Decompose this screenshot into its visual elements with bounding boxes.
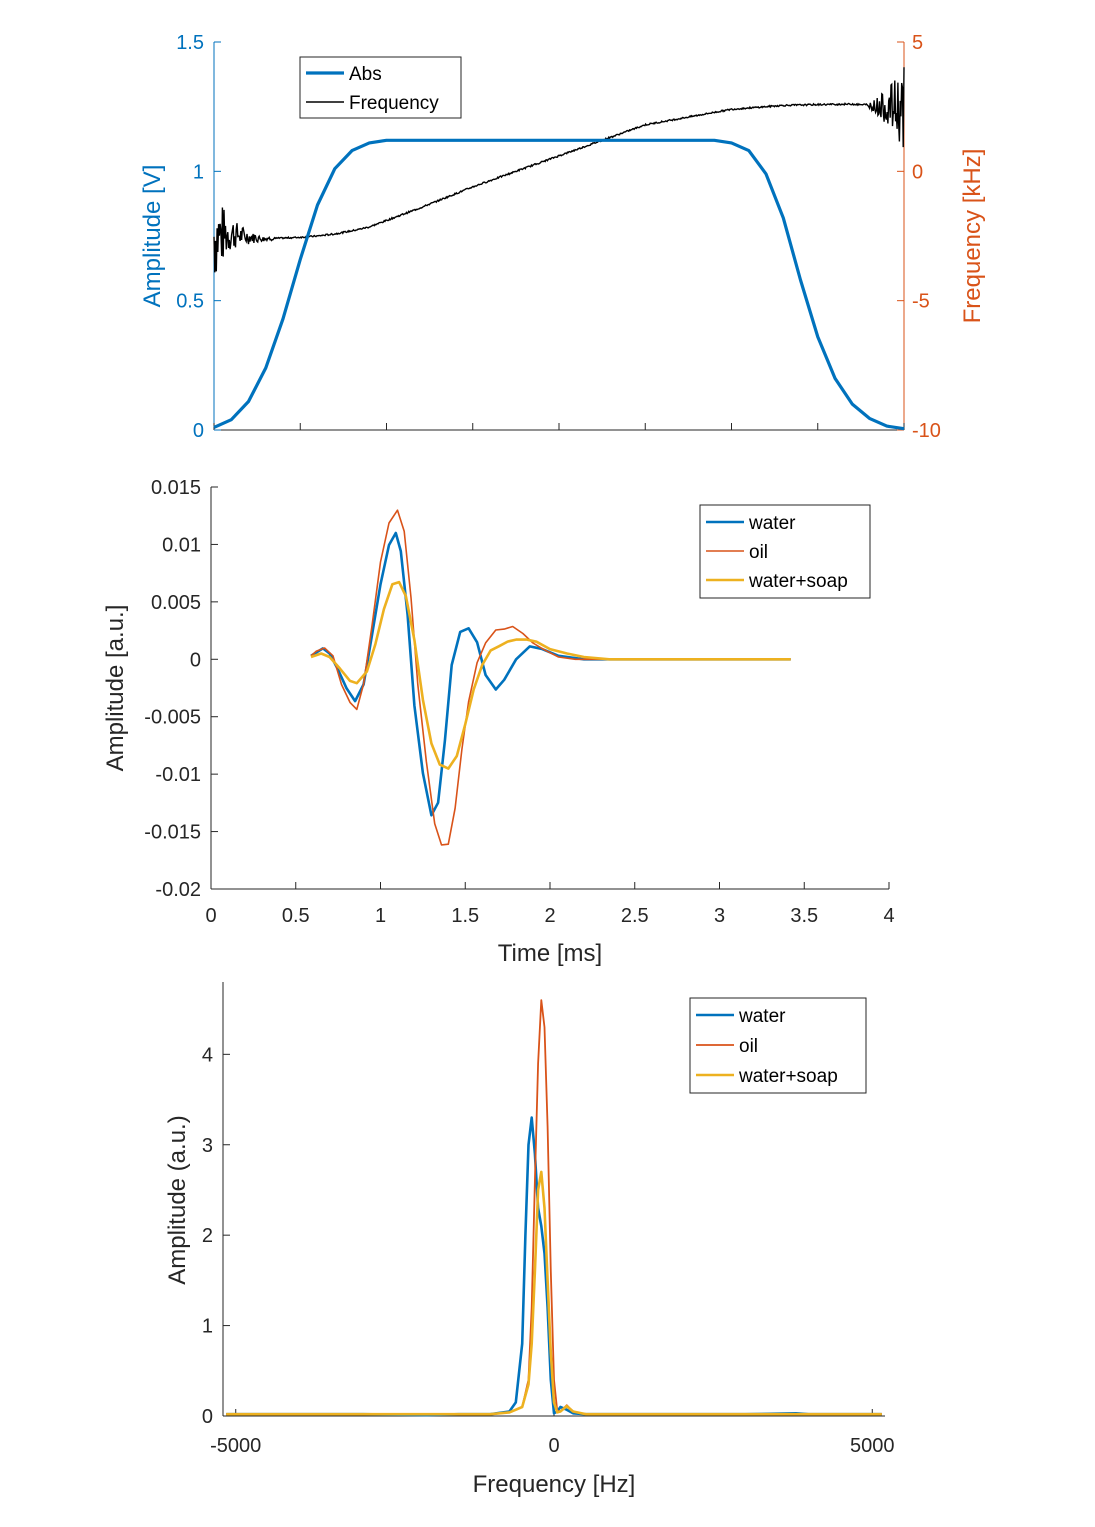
x-axis-label: Frequency [Hz] [473, 1471, 636, 1498]
y-axis-label: Amplitude [a.u.] [102, 605, 129, 772]
x-tick-label: 5000 [850, 1435, 895, 1457]
y-axis-label: Amplitude (a.u.) [164, 1115, 191, 1284]
left-y-tick-label: 0 [193, 420, 204, 442]
right-y-tick-label: -5 [912, 291, 930, 313]
y-tick-label: -0.015 [144, 822, 201, 844]
x-tick-label: 2.5 [621, 905, 649, 927]
legend-label-oil: oil [749, 542, 768, 563]
y-tick-label: -0.005 [144, 707, 201, 729]
right-y-tick-label: -10 [912, 420, 941, 442]
x-tick-label: 1.5 [451, 905, 479, 927]
legend-label-abs: Abs [349, 64, 382, 85]
legend-label-water: water [748, 513, 796, 534]
legend-label-water-soap: water+soap [748, 571, 848, 592]
legend-label-water-soap: water+soap [738, 1066, 838, 1087]
x-tick-label: -5000 [210, 1435, 261, 1457]
x-tick-label: 1 [375, 905, 386, 927]
x-tick-label: 2 [544, 905, 555, 927]
x-tick-label: 4 [883, 905, 894, 927]
y-tick-label: 0 [202, 1406, 213, 1428]
y-tick-label: -0.02 [155, 879, 201, 901]
chart-middle: 0 0.5 1 1.5 2 2.5 3 3.5 4 -0.02 -0.015 -0.01 -0.005 0… [102, 477, 895, 967]
series-line-water-soap [226, 1170, 882, 1416]
abs-series-line [213, 138, 905, 431]
y-tick-label: -0.01 [155, 764, 201, 786]
x-axis-label: Time [ms] [498, 940, 602, 967]
legend-label-oil: oil [739, 1036, 758, 1057]
left-y-axis-label: Amplitude [V] [139, 165, 166, 308]
x-tick-label: 0 [205, 905, 216, 927]
y-tick-label: 4 [202, 1044, 213, 1066]
series-line-oil [310, 509, 791, 846]
y-tick-label: 0.015 [151, 477, 201, 499]
frequency-series-line [213, 67, 905, 273]
legend-label-frequency: Frequency [349, 93, 439, 114]
y-tick-label: 3 [202, 1135, 213, 1157]
y-tick-label: 0 [190, 649, 201, 671]
series-line-water-soap [310, 580, 791, 770]
y-tick-label: 1 [202, 1316, 213, 1338]
left-y-tick-label: 0.5 [176, 291, 204, 313]
chart-bottom: -5000 0 5000 0 1 2 3 4 Frequency [Hz] Amplitude (… [164, 982, 895, 1498]
left-y-tick-label: 1.5 [176, 32, 204, 54]
x-tick-label: 3 [714, 905, 725, 927]
series-line-water [310, 531, 791, 817]
right-y-axis-label: Frequency [kHz] [959, 149, 986, 324]
x-tick-label: 3.5 [790, 905, 818, 927]
right-y-tick-label: 5 [912, 32, 923, 54]
legend-box [299, 56, 462, 119]
x-tick-label: 0 [548, 1435, 559, 1457]
y-tick-label: 2 [202, 1225, 213, 1247]
y-tick-label: 0.01 [162, 534, 201, 556]
y-tick-label: 0.005 [151, 592, 201, 614]
x-tick-label: 0.5 [282, 905, 310, 927]
left-y-tick-label: 1 [193, 161, 204, 183]
right-y-tick-label: 0 [912, 161, 923, 183]
chart-top: 0 0.5 1 1.5 -10 -5 0 5 Amplitude [V] Frequency [k… [139, 32, 986, 442]
legend-label-water: water [738, 1006, 786, 1027]
